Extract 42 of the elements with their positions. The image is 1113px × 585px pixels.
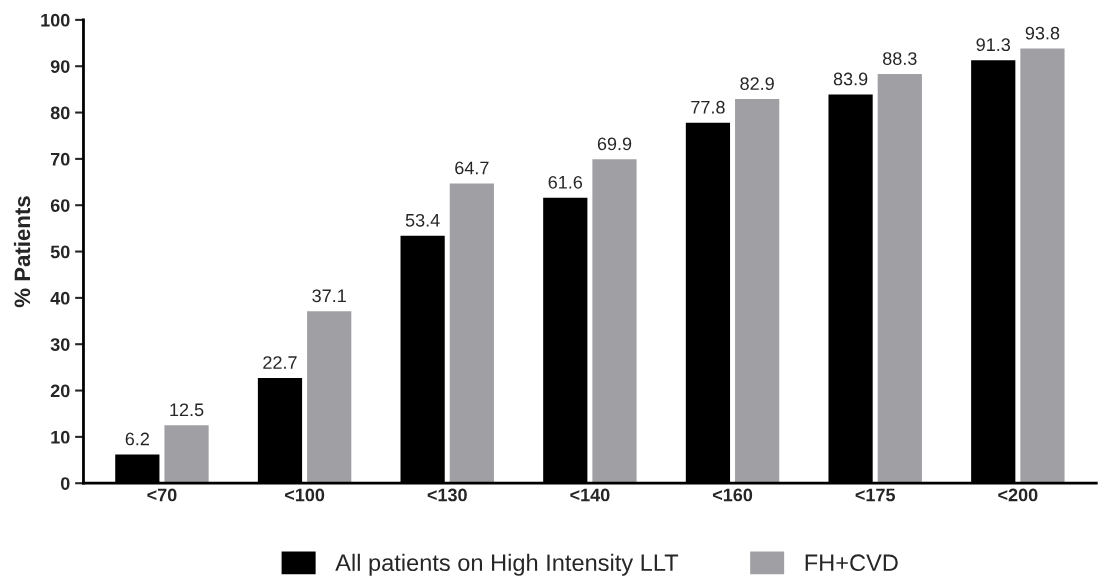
- data-label: 64.7: [455, 161, 489, 175]
- data-label: 82.9: [740, 77, 774, 90]
- bar: [877, 74, 922, 484]
- data-label: 93.8: [1025, 26, 1060, 40]
- bar: [307, 311, 352, 484]
- x-tick-label: <70: [147, 488, 177, 502]
- data-label: 77.8: [691, 100, 725, 114]
- y-tick-label: 100: [41, 13, 70, 27]
- data-label: 69.9: [597, 137, 632, 151]
- data-label: 12.5: [170, 403, 204, 417]
- y-tick-label: 60: [50, 199, 70, 212]
- y-tick-label: 0: [60, 477, 70, 490]
- bar: [592, 159, 637, 484]
- y-axis-title: % Patients: [13, 196, 31, 308]
- y-tick-label: 30: [50, 338, 70, 351]
- y-tick-label: 40: [50, 291, 70, 305]
- y-tick-label: 10: [51, 430, 70, 444]
- data-label: 6.2: [125, 432, 149, 446]
- data-label: 61.6: [548, 175, 583, 189]
- data-label: 37.1: [312, 289, 346, 303]
- bar: [449, 183, 494, 484]
- x-tick-label: <100: [285, 488, 325, 502]
- x-tick-label: <175: [855, 488, 896, 502]
- data-label: 83.9: [833, 72, 868, 86]
- y-tick-label: 90: [50, 60, 70, 73]
- y-tick-label: 70: [50, 152, 70, 166]
- bar: [1020, 48, 1065, 484]
- y-tick-label: 80: [50, 106, 70, 120]
- x-tick-label: <200: [998, 488, 1038, 502]
- x-tick-label: <140: [570, 488, 610, 502]
- y-tick-label: 20: [50, 384, 70, 398]
- legend-label: All patients on High Intensity LLT: [335, 553, 679, 576]
- bar: [735, 99, 780, 484]
- legend-label: FH+CVD: [805, 554, 898, 572]
- data-label: 88.3: [883, 52, 917, 65]
- data-label: 22.7: [263, 356, 297, 369]
- data-label: 53.4: [405, 213, 440, 227]
- y-tick-label: 50: [50, 245, 70, 259]
- bar: [164, 425, 209, 484]
- data-label: 91.3: [976, 38, 1011, 52]
- x-tick-label: <130: [427, 488, 467, 502]
- x-tick-label: <160: [712, 488, 753, 502]
